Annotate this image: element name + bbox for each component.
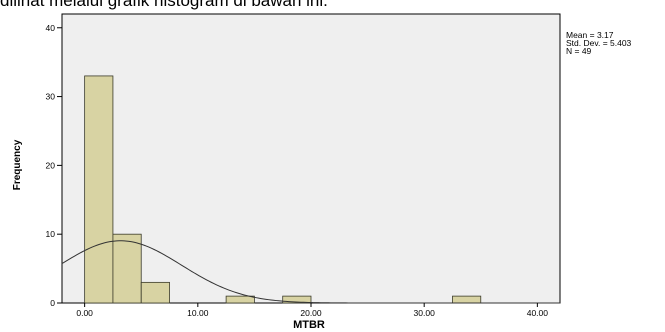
histogram-bars xyxy=(84,75,482,304)
stat-n: N = 49 xyxy=(566,46,592,56)
y-tick-label: 20 xyxy=(46,160,56,170)
y-tick-label: 10 xyxy=(46,229,56,239)
histogram-bar xyxy=(140,281,170,304)
caption-text: dilihat melalui grafik histogram di bawa… xyxy=(0,0,328,10)
x-axis-title: MTBR xyxy=(293,319,325,331)
plot-background xyxy=(61,13,561,304)
histogram-bar xyxy=(84,75,114,304)
normal-curve xyxy=(61,240,560,304)
histogram-bar xyxy=(112,233,142,304)
histogram-bar xyxy=(282,295,312,304)
histogram-bar xyxy=(225,295,255,304)
stats-legend: Mean = 3.17 Std. Dev. = 5.403 N = 49 xyxy=(566,30,632,56)
x-tick-label: 10.00 xyxy=(187,308,209,318)
y-axis-title: Frequency xyxy=(12,139,23,190)
y-tick-label: 0 xyxy=(50,298,55,308)
histogram-bar xyxy=(452,295,482,304)
x-tick-label: 0.00 xyxy=(76,308,93,318)
stat-mean: Mean = 3.17 xyxy=(566,30,614,40)
axes: 0 10 20 30 40 0.00 10.00 20.00 30.00 40.00 xyxy=(46,23,549,318)
x-tick-label: 20.00 xyxy=(300,308,322,318)
x-tick-label: 40.00 xyxy=(527,308,549,318)
plot-area xyxy=(61,13,561,304)
stat-std-dev: Std. Dev. = 5.403 xyxy=(566,38,632,48)
y-tick-label: 40 xyxy=(46,23,56,33)
normal-curve-layer xyxy=(61,240,560,304)
y-tick-label: 30 xyxy=(46,92,56,102)
x-tick-label: 30.00 xyxy=(414,308,436,318)
